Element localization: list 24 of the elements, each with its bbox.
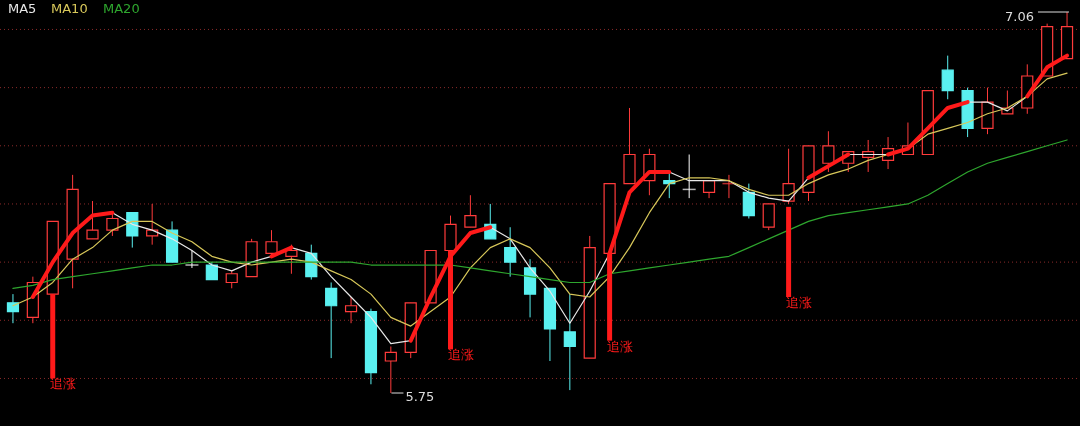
candlestick (185, 249, 199, 269)
candlestick (742, 183, 755, 219)
candlestick (464, 194, 477, 228)
text: MA10 (51, 1, 88, 16)
text: 追涨 (447, 347, 474, 363)
candlestick (384, 345, 397, 394)
candlestick (265, 229, 278, 257)
candlestick (762, 203, 775, 231)
annotation: 7.06 (1005, 9, 1034, 24)
candlestick (325, 281, 338, 359)
candlestick (344, 296, 358, 324)
bar (786, 206, 792, 298)
bar (50, 294, 56, 379)
candlestick (504, 226, 517, 278)
text: 追涨 (606, 338, 633, 354)
candlestick (6, 293, 20, 324)
series-label: 追涨 (49, 376, 76, 392)
text: MA5 (8, 1, 37, 16)
annotation: 5.75 (405, 389, 435, 404)
candlestick (146, 203, 159, 246)
candlestick (563, 293, 576, 391)
candlestick (941, 55, 954, 100)
text: MA20 (103, 1, 140, 16)
text: 追涨 (785, 295, 812, 311)
